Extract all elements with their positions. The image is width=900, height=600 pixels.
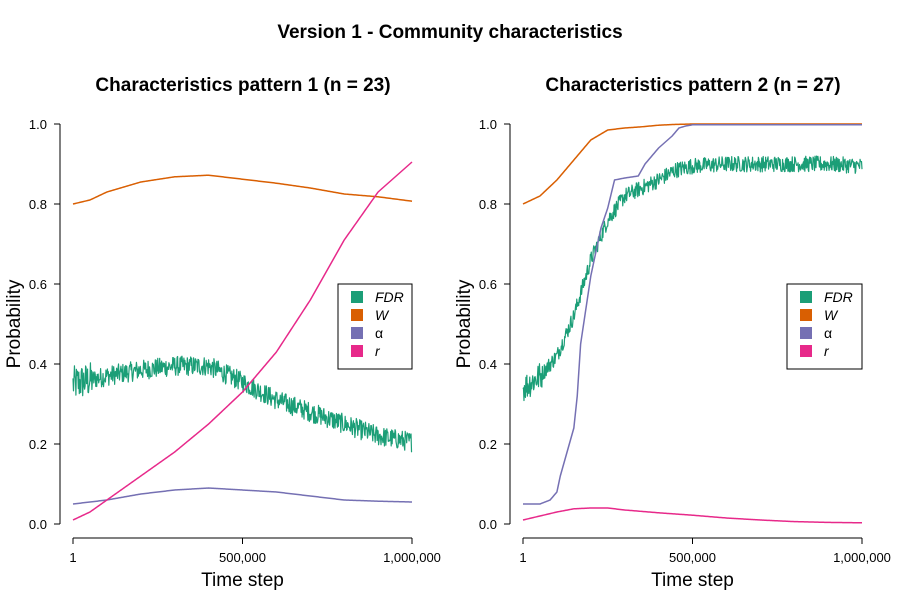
- legend-label: W: [824, 307, 839, 323]
- x-tick-label: 1,000,000: [383, 550, 441, 565]
- x-tick-label: 500,000: [669, 550, 716, 565]
- x-tick-label: 500,000: [219, 550, 266, 565]
- y-axis-label: Probability: [4, 279, 25, 368]
- series-line-2: [72, 174, 413, 205]
- figure-title: Version 1 - Community characteristics: [277, 22, 622, 43]
- legend-label: r: [375, 343, 381, 359]
- series-line-1: [522, 155, 863, 402]
- y-axis-label: Probability: [454, 279, 475, 368]
- legend-swatch: [800, 309, 812, 321]
- legend-swatch: [351, 327, 363, 339]
- legend-label: r: [824, 343, 830, 359]
- y-tick-label: 0.0: [479, 517, 497, 532]
- series-line-3: [72, 487, 413, 505]
- chart-panel-1: Characteristics pattern 1 (n = 23) 0.0 0.2…: [4, 75, 441, 591]
- y-tick-label: 0.0: [29, 517, 47, 532]
- series-line-4: [522, 507, 863, 524]
- y-tick-label: 1.0: [29, 117, 47, 132]
- legend-swatch: [351, 345, 363, 357]
- series-line-4: [72, 161, 413, 521]
- y-tick-label: 0.2: [479, 437, 497, 452]
- x-tick-label: 1: [519, 550, 526, 565]
- x-tick-label: 1: [69, 550, 76, 565]
- legend-swatch: [800, 345, 812, 357]
- y-tick-label: 1.0: [479, 117, 497, 132]
- y-tick-label: 0.2: [29, 437, 47, 452]
- y-tick-label: 0.6: [29, 277, 47, 292]
- legend-swatch: [800, 327, 812, 339]
- legend-label: α: [375, 325, 383, 341]
- chart-panel-2: Characteristics pattern 2 (n = 27) 0.0 0.2…: [454, 75, 891, 591]
- x-tick-label: 1,000,000: [833, 550, 891, 565]
- panel-title: Characteristics pattern 1 (n = 23): [95, 75, 390, 96]
- y-tick-label: 0.8: [479, 197, 497, 212]
- legend-label: W: [375, 307, 390, 323]
- y-tick-label: 0.4: [479, 357, 497, 372]
- legend-label: FDR: [824, 289, 853, 305]
- y-tick-label: 0.8: [29, 197, 47, 212]
- y-tick-label: 0.4: [29, 357, 47, 372]
- legend-label: FDR: [375, 289, 404, 305]
- legend-swatch: [800, 291, 812, 303]
- legend-label: α: [824, 325, 832, 341]
- legend-box: [337, 283, 413, 370]
- x-axis-label: Time step: [201, 570, 284, 591]
- y-tick-label: 0.6: [479, 277, 497, 292]
- series-line-1: [72, 355, 413, 453]
- series-line-2: [522, 123, 862, 205]
- legend-box: [786, 283, 863, 370]
- panel-title: Characteristics pattern 2 (n = 27): [545, 75, 840, 96]
- series-line-3: [523, 124, 862, 505]
- legend-swatch: [351, 291, 363, 303]
- legend-swatch: [351, 309, 363, 321]
- x-axis-label: Time step: [651, 570, 734, 591]
